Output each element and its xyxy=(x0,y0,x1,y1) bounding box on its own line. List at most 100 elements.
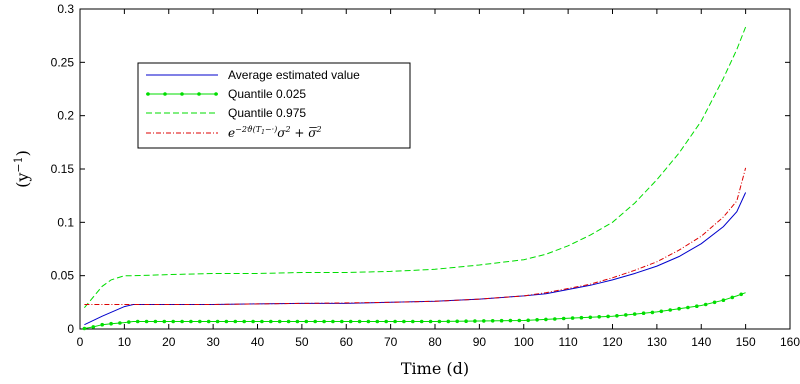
y-tick-label: 0.1 xyxy=(57,215,74,229)
legend-marker xyxy=(163,92,167,96)
series-marker-1 xyxy=(322,319,326,324)
series-marker-1 xyxy=(242,319,246,324)
series-marker-1 xyxy=(384,319,389,324)
series-marker-1 xyxy=(446,319,451,324)
series-marker-1 xyxy=(331,319,335,324)
x-tick-label: 90 xyxy=(473,335,487,349)
series-marker-1 xyxy=(482,319,486,323)
legend-marker xyxy=(180,92,184,96)
series-marker-1 xyxy=(597,315,601,319)
series-marker-1 xyxy=(570,316,575,320)
legend: Average estimated value Quantile 0.025 Q… xyxy=(137,62,411,149)
series-marker-1 xyxy=(464,319,468,324)
legend-label-theoretical: e−2ϑ(T1−·)σ2 + σ2 xyxy=(228,125,322,140)
series-marker-1 xyxy=(499,318,504,323)
y-axis-title: (y−1) xyxy=(12,150,32,188)
x-tick-label: 20 xyxy=(162,335,176,349)
x-tick-label: 40 xyxy=(251,335,265,349)
series-marker-1 xyxy=(473,319,477,323)
series-marker-1 xyxy=(295,319,300,324)
series-marker-1 xyxy=(624,313,628,317)
series-marker-1 xyxy=(91,325,96,329)
math-sigma-2: σ xyxy=(308,126,317,140)
series-marker-1 xyxy=(109,321,113,326)
series-marker-1 xyxy=(659,309,664,314)
series-marker-1 xyxy=(544,317,548,322)
legend-marker xyxy=(214,92,218,96)
x-tick-label: 60 xyxy=(340,335,354,349)
series-marker-1 xyxy=(215,319,220,324)
series-marker-1 xyxy=(668,308,672,312)
series-marker-1 xyxy=(553,317,557,321)
series-marker-1 xyxy=(286,319,291,324)
series-marker-1 xyxy=(615,314,619,318)
series-marker-1 xyxy=(437,319,442,324)
series-marker-1 xyxy=(517,318,522,323)
series-marker-1 xyxy=(100,322,104,327)
series-line-3 xyxy=(84,167,747,305)
x-tick-label: 140 xyxy=(691,335,711,349)
y-axis-title-base: (y xyxy=(13,173,32,188)
series-marker-1 xyxy=(419,319,424,324)
series-marker-1 xyxy=(224,319,229,324)
math-base: e xyxy=(228,126,235,140)
y-tick-label: 0.15 xyxy=(51,162,75,176)
series-marker-1 xyxy=(393,319,397,324)
y-axis-title-exp: −1 xyxy=(12,156,25,172)
series-marker-1 xyxy=(277,319,282,324)
math-sq-2: 2 xyxy=(315,125,321,134)
series-marker-1 xyxy=(269,319,273,324)
x-tick-label: 110 xyxy=(559,335,578,349)
series-marker-1 xyxy=(304,319,309,324)
legend-marker xyxy=(197,92,201,96)
x-tick-label: 70 xyxy=(384,335,398,349)
plot-area xyxy=(79,8,791,330)
y-axis-title-close: ) xyxy=(13,150,32,156)
series-marker-1 xyxy=(588,315,593,320)
series-marker-1 xyxy=(686,305,690,310)
series-marker-1 xyxy=(703,302,708,307)
x-tick-label: 50 xyxy=(295,335,309,349)
legend-marker xyxy=(146,92,150,96)
y-tick-label: 0.25 xyxy=(51,55,75,69)
series-marker-1 xyxy=(526,318,530,323)
series-marker-1 xyxy=(428,319,433,324)
series-marker-1 xyxy=(695,304,699,309)
math-sq-1: 2 xyxy=(284,125,290,134)
series-marker-1 xyxy=(153,319,158,324)
series-marker-1 xyxy=(171,319,175,324)
series-marker-1 xyxy=(260,319,264,324)
x-tick-label: 80 xyxy=(428,335,442,349)
math-plus: + xyxy=(291,126,309,140)
legend-box xyxy=(137,62,411,149)
series-marker-1 xyxy=(375,319,380,324)
series-marker-1 xyxy=(561,316,566,321)
series-marker-1 xyxy=(411,319,415,324)
series-marker-1 xyxy=(677,306,681,311)
series-marker-1 xyxy=(579,315,584,320)
series-marker-1 xyxy=(632,312,637,316)
series-marker-1 xyxy=(340,319,344,324)
y-tick-label: 0.05 xyxy=(51,269,75,283)
series-marker-1 xyxy=(162,319,167,324)
legend-label-q975: Quantile 0.975 xyxy=(228,106,306,120)
y-tick-label: 0 xyxy=(67,322,74,336)
series-marker-1 xyxy=(641,311,646,316)
math-sigma-1: σ xyxy=(277,126,286,140)
series-marker-1 xyxy=(712,300,717,305)
x-tick-label: 30 xyxy=(206,335,220,349)
series-marker-1 xyxy=(189,319,193,324)
series-marker-1 xyxy=(313,319,318,324)
legend-swatch-q025-markers xyxy=(146,92,218,96)
series-marker-1 xyxy=(118,321,122,325)
series-marker-1 xyxy=(730,295,735,300)
series-marker-1 xyxy=(402,319,406,324)
series-marker-1 xyxy=(233,319,238,324)
x-tick-label: 130 xyxy=(647,335,667,349)
x-tick-label: 0 xyxy=(77,335,84,349)
series-marker-1 xyxy=(348,319,353,324)
axis-ticks: 0 10 20 30 40 50 60 70 80 90 100 110 120 130 140 150 160… xyxy=(51,2,800,349)
series-marker-1 xyxy=(455,319,460,324)
series-marker-1 xyxy=(650,310,655,315)
